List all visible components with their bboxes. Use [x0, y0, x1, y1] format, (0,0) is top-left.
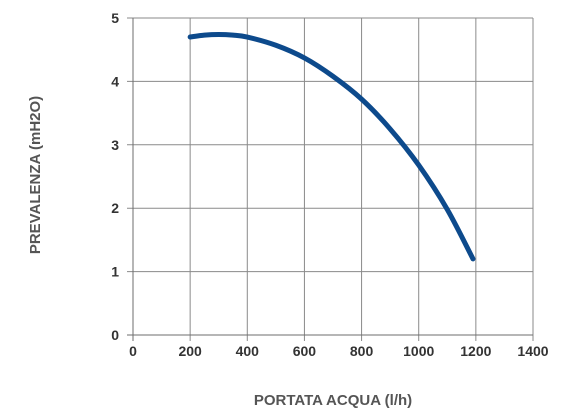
- x-tick-label: 1200: [460, 343, 491, 359]
- x-tick-label: 1000: [403, 343, 434, 359]
- y-tick-label: 3: [111, 137, 119, 153]
- y-tick-label: 2: [111, 200, 119, 216]
- x-tick-label: 800: [350, 343, 374, 359]
- x-tick-label: 200: [178, 343, 202, 359]
- y-tick-labels: 0 1 2 3 4 5: [111, 10, 119, 343]
- x-tick-label: 0: [129, 343, 137, 359]
- x-tick-label: 400: [236, 343, 260, 359]
- axes: [127, 18, 533, 341]
- x-tick-labels: 0 200 400 600 800 1000 1200 1400: [129, 343, 549, 359]
- series-line: [187, 31, 476, 262]
- y-tick-label: 5: [111, 10, 119, 26]
- y-axis-title: PREVALENZA (mH2O): [27, 96, 44, 254]
- y-tick-label: 4: [111, 73, 119, 89]
- series-group: [187, 31, 476, 262]
- x-tick-label: 600: [293, 343, 317, 359]
- y-tick-label: 0: [111, 327, 119, 343]
- grid: [127, 17, 534, 341]
- y-tick-label: 1: [111, 264, 119, 280]
- x-tick-label: 1400: [517, 343, 548, 359]
- x-axis-title: PORTATA ACQUA (l/h): [254, 392, 412, 409]
